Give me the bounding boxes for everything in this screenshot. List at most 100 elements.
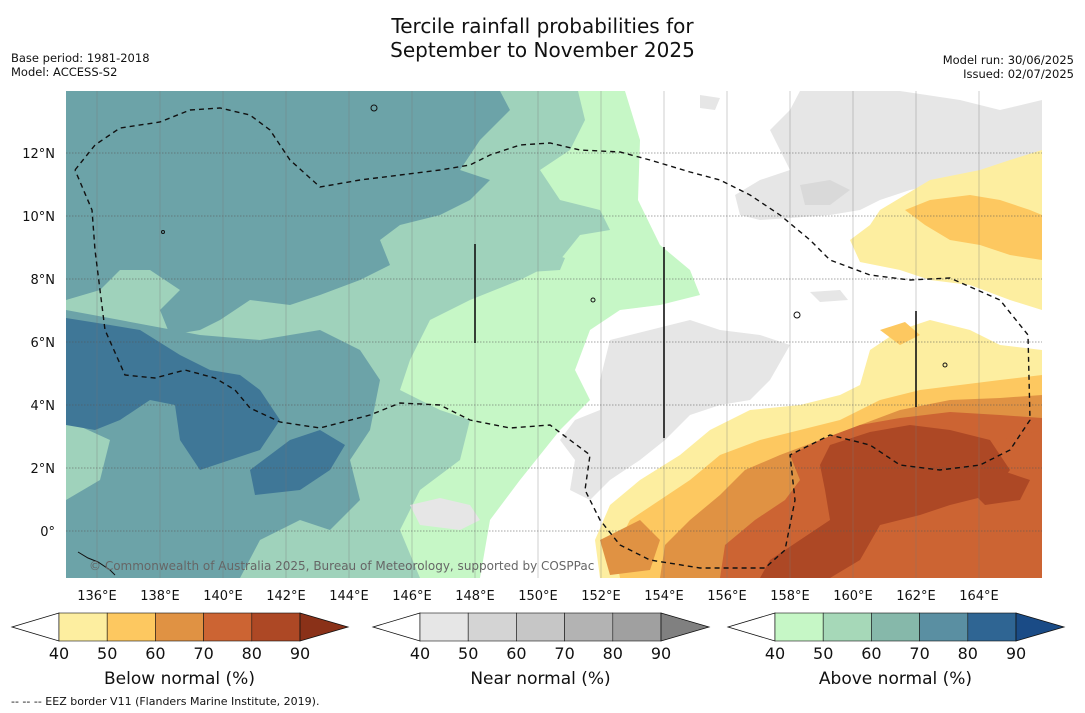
colorbar-tick-label: 80 [242, 644, 262, 663]
colorbar-segment [467, 612, 517, 642]
above-70-region-north [165, 92, 280, 145]
lat-tick-label: 6°N [31, 336, 56, 351]
islands [77, 104, 948, 576]
colorbar-extend-left [371, 612, 421, 642]
lon-tick-label: 148°E [455, 589, 495, 604]
colorbar-tick-label: 50 [458, 644, 478, 663]
lon-tick-label: 160°E [833, 589, 873, 604]
colorbar-segment [203, 612, 253, 642]
colorbar-extend-right [1015, 612, 1066, 642]
eez-footer-note: -- -- -- EEZ border V11 (Flanders Marine… [11, 695, 320, 708]
colorbar: 40 50 60 70 80 90 Near normal (%) [371, 612, 711, 689]
lat-tick-label: 10°N [22, 210, 55, 225]
below-70-patch-sw [600, 520, 660, 575]
chart-title: Tercile rainfall probabilities for Septe… [0, 14, 1085, 62]
lon-axis: 136°E 138°E 140°E 142°E 144°E 146°E 148°E 150°E… [77, 589, 999, 604]
eez-borders [74, 107, 1031, 569]
colorbars: 40 50 60 70 80 90 Below normal (%) 40 50 60 70 80 90… [10, 612, 1066, 689]
below-60-patch [880, 322, 920, 345]
below-90-patch [960, 470, 1030, 505]
colorbar-segment [58, 612, 108, 642]
lat-tick-label: 12°N [22, 147, 55, 162]
colorbar-tick-label: 80 [958, 644, 978, 663]
colorbar-segment [822, 612, 872, 642]
title-line-1: Tercile rainfall probabilities for [391, 14, 694, 38]
colorbar-extend-left [726, 612, 776, 642]
colorbar-tick-label: 60 [861, 644, 881, 663]
colorbar-segment [251, 612, 301, 642]
lat-tick-label: 0° [40, 525, 55, 540]
colorbar-tick-label: 60 [506, 644, 526, 663]
colorbar-extend-right [299, 612, 350, 642]
colorbar-tick-label: 70 [193, 644, 213, 663]
colorbar: 40 50 60 70 80 90 Above normal (%) [726, 612, 1066, 689]
colorbar-segment [106, 612, 156, 642]
colorbar-segment [419, 612, 469, 642]
lon-tick-label: 152°E [581, 589, 621, 604]
colorbar-tick-label: 60 [145, 644, 165, 663]
colorbar-tick-label: 90 [1006, 644, 1026, 663]
colorbar-tick-label: 80 [603, 644, 623, 663]
near-50-patch-3 [410, 498, 480, 530]
lon-tick-label: 156°E [707, 589, 747, 604]
colorbar-tick-label: 70 [554, 644, 574, 663]
above-70-region [66, 91, 510, 335]
model-run: Model run: 30/06/2025 [942, 53, 1074, 67]
colorbar-segment [967, 612, 1017, 642]
colorbar-segment [516, 612, 565, 642]
colorbar-extend-right [660, 612, 711, 642]
lon-tick-label: 142°E [266, 589, 306, 604]
colorbar-segment [612, 612, 662, 642]
below-80-patch-east [1000, 430, 1042, 470]
title-line-2: September to November 2025 [390, 38, 695, 62]
colorbar: 40 50 60 70 80 90 Below normal (%) [10, 612, 350, 689]
lon-tick-label: 150°E [518, 589, 558, 604]
map-plot-area: © Commonwealth of Australia 2025, Bureau… [66, 91, 1042, 578]
meridians [96, 91, 980, 578]
colorbar-tick-label: 90 [651, 644, 671, 663]
below-60-region [905, 195, 1042, 260]
copyright-text: © Commonwealth of Australia 2025, Bureau… [89, 559, 594, 573]
near-50-region-2 [560, 320, 790, 500]
colorbar-segment [564, 612, 614, 642]
colorbar-title: Near normal (%) [470, 669, 610, 689]
colorbar-segment [871, 612, 920, 642]
lat-tick-label: 2°N [31, 462, 56, 477]
eez-segments [474, 244, 917, 438]
lon-tick-label: 138°E [140, 589, 180, 604]
lon-tick-label: 144°E [329, 589, 369, 604]
colorbar-segment [774, 612, 824, 642]
lon-tick-label: 136°E [77, 589, 117, 604]
colorbar-tick-label: 70 [909, 644, 929, 663]
colorbar-tick-label: 90 [290, 644, 310, 663]
colorbar-segment [919, 612, 969, 642]
colorbar-tick-label: 40 [49, 644, 69, 663]
issued-date: Issued: 02/07/2025 [963, 67, 1074, 81]
colorbar-segment [155, 612, 204, 642]
lat-tick-label: 4°N [31, 399, 56, 414]
above-60-patch [515, 250, 565, 272]
lon-tick-label: 146°E [392, 589, 432, 604]
meta-right: Model run: 30/06/2025 Issued: 02/07/2025 [943, 53, 1074, 81]
lat-axis: 12°N 10°N 8°N 6°N 4°N 2°N 0° [22, 147, 55, 540]
colorbar-title: Below normal (%) [104, 669, 255, 689]
colorbar-tick-label: 40 [765, 644, 785, 663]
above-80-region [66, 318, 280, 470]
model-name: Model: ACCESS-S2 [11, 65, 118, 79]
colorbar-tick-label: 40 [410, 644, 430, 663]
colorbar-title: Above normal (%) [819, 669, 972, 689]
above-80-region-2 [250, 430, 345, 495]
lon-tick-label: 162°E [896, 589, 936, 604]
colorbar-tick-label: 50 [813, 644, 833, 663]
meta-left: Base period: 1981-2018 Model: ACCESS-S2 [11, 51, 150, 79]
lon-tick-label: 140°E [203, 589, 243, 604]
near-60-region [800, 180, 850, 205]
lon-tick-label: 154°E [644, 589, 684, 604]
lat-tick-label: 8°N [31, 273, 56, 288]
base-period: Base period: 1981-2018 [11, 51, 150, 65]
colorbar-extend-left [10, 612, 60, 642]
near-50-patch-5 [810, 290, 848, 302]
near-50-patch-4 [700, 95, 720, 110]
lon-tick-label: 158°E [770, 589, 810, 604]
